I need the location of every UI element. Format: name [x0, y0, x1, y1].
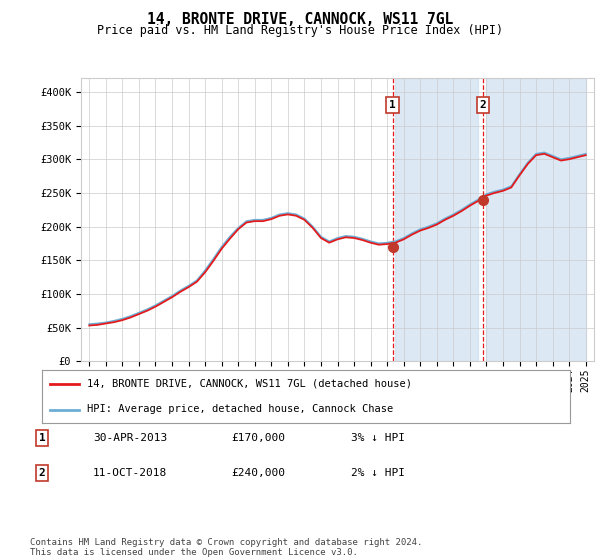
Text: £240,000: £240,000 [231, 468, 285, 478]
Text: Price paid vs. HM Land Registry's House Price Index (HPI): Price paid vs. HM Land Registry's House … [97, 24, 503, 36]
Text: Contains HM Land Registry data © Crown copyright and database right 2024.
This d: Contains HM Land Registry data © Crown c… [30, 538, 422, 557]
Text: 2: 2 [479, 100, 486, 110]
Text: 3% ↓ HPI: 3% ↓ HPI [351, 433, 405, 443]
Text: 14, BRONTE DRIVE, CANNOCK, WS11 7GL (detached house): 14, BRONTE DRIVE, CANNOCK, WS11 7GL (det… [87, 379, 412, 389]
Text: £170,000: £170,000 [231, 433, 285, 443]
Text: 14, BRONTE DRIVE, CANNOCK, WS11 7GL: 14, BRONTE DRIVE, CANNOCK, WS11 7GL [147, 12, 453, 27]
Text: 11-OCT-2018: 11-OCT-2018 [93, 468, 167, 478]
Text: 2: 2 [38, 468, 46, 478]
Text: HPI: Average price, detached house, Cannock Chase: HPI: Average price, detached house, Cann… [87, 404, 393, 414]
Text: 1: 1 [389, 100, 396, 110]
Text: 2% ↓ HPI: 2% ↓ HPI [351, 468, 405, 478]
Text: 1: 1 [38, 433, 46, 443]
Text: 30-APR-2013: 30-APR-2013 [93, 433, 167, 443]
